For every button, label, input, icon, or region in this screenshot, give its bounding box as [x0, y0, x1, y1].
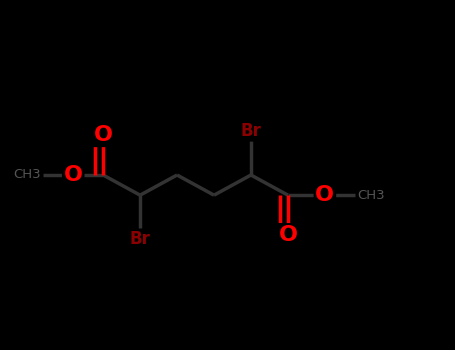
Text: O: O — [94, 125, 113, 145]
Text: CH3: CH3 — [14, 168, 41, 182]
Text: O: O — [64, 165, 83, 185]
Text: CH3: CH3 — [357, 189, 384, 202]
Text: Br: Br — [241, 122, 262, 140]
Text: O: O — [315, 185, 334, 205]
Text: Br: Br — [130, 230, 151, 248]
Text: O: O — [278, 225, 298, 245]
